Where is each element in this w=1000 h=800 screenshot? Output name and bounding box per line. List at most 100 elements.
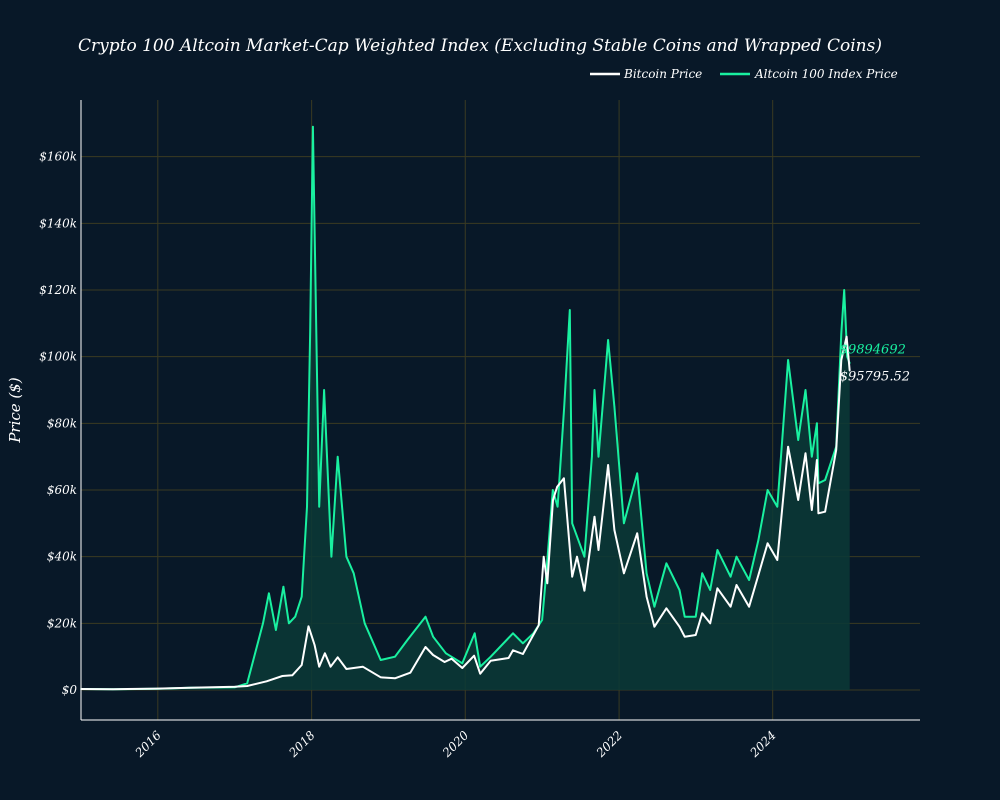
altcoin-end-label: $9894692 bbox=[840, 342, 906, 357]
bitcoin-point-68 bbox=[817, 512, 820, 515]
bitcoin-point-58 bbox=[735, 584, 738, 586]
x-tick-label-0: 2016 bbox=[132, 728, 164, 760]
chart-title: Crypto 100 Altcoin Market-Cap Weighted I… bbox=[78, 36, 882, 56]
bitcoin-point-34 bbox=[542, 555, 545, 558]
altcoin-point-6 bbox=[262, 622, 264, 625]
altcoin-point-7 bbox=[268, 592, 270, 595]
bitcoin-point-55 bbox=[709, 622, 711, 625]
bitcoin-point-24 bbox=[450, 657, 453, 660]
bitcoin-point-7 bbox=[281, 675, 284, 677]
bitcoin-point-71 bbox=[840, 359, 843, 361]
x-tick-label-4: 2024 bbox=[747, 728, 779, 760]
altcoin-point-54 bbox=[665, 562, 668, 565]
series-layer bbox=[80, 125, 851, 691]
bitcoin-point-3 bbox=[189, 687, 191, 689]
altcoin-point-44 bbox=[583, 555, 586, 558]
bitcoin-point-72 bbox=[845, 335, 848, 338]
bitcoin-point-2 bbox=[157, 687, 159, 690]
bitcoin-point-35 bbox=[546, 582, 549, 585]
altcoin-point-40 bbox=[556, 505, 559, 508]
bitcoin-point-8 bbox=[291, 674, 294, 677]
bitcoin-point-36 bbox=[552, 499, 554, 501]
bitcoin-end-label: $95795.52 bbox=[840, 370, 910, 385]
bitcoin-point-47 bbox=[636, 532, 638, 535]
altcoin-point-71 bbox=[816, 422, 818, 425]
altcoin-point-60 bbox=[716, 549, 719, 551]
altcoin-point-31 bbox=[473, 632, 476, 635]
bitcoin-price-line bbox=[80, 335, 851, 691]
altcoin-point-47 bbox=[597, 455, 600, 458]
bitcoin-point-48 bbox=[645, 595, 648, 598]
altcoin-point-61 bbox=[729, 575, 732, 578]
bitcoin-point-41 bbox=[583, 589, 586, 592]
bitcoin-point-61 bbox=[766, 542, 769, 545]
altcoin-point-53 bbox=[653, 605, 656, 608]
bitcoin-point-67 bbox=[816, 459, 818, 461]
altcoin-point-52 bbox=[645, 572, 648, 575]
legend-label-altcoin: Altcoin 100 Index Price bbox=[754, 67, 898, 81]
y-tick-label-4: $80k bbox=[47, 416, 77, 430]
bitcoin-point-23 bbox=[443, 661, 446, 663]
bitcoin-point-9 bbox=[300, 664, 303, 666]
bitcoin-point-42 bbox=[593, 515, 596, 518]
legend-item-altcoin[interactable]: Altcoin 100 Index Price bbox=[720, 67, 898, 81]
legend-item-bitcoin[interactable]: Bitcoin Price bbox=[590, 67, 702, 81]
altcoin-point-23 bbox=[363, 622, 366, 625]
x-tick-label-2: 2020 bbox=[439, 728, 471, 760]
bitcoin-point-18 bbox=[379, 676, 382, 679]
altcoin-point-19 bbox=[330, 555, 333, 558]
bitcoin-point-56 bbox=[716, 587, 719, 590]
altcoin-point-75 bbox=[840, 332, 843, 335]
altcoin-point-73 bbox=[824, 479, 826, 481]
altcoin-point-39 bbox=[552, 489, 554, 491]
bitcoin-point-57 bbox=[729, 605, 732, 608]
bitcoin-point-40 bbox=[576, 555, 578, 558]
bitcoin-point-73 bbox=[848, 369, 851, 372]
x-tick-label-1: 2018 bbox=[286, 728, 318, 760]
bitcoin-point-37 bbox=[556, 485, 558, 488]
end-labels: $9894692 $95795.52 bbox=[840, 342, 910, 384]
bitcoin-point-28 bbox=[489, 659, 492, 662]
bitcoin-point-22 bbox=[432, 654, 434, 656]
bitcoin-point-19 bbox=[394, 677, 396, 680]
altcoin-point-28 bbox=[432, 635, 434, 638]
bitcoin-point-4 bbox=[234, 685, 236, 688]
bitcoin-point-38 bbox=[563, 477, 565, 480]
bitcoin-point-29 bbox=[507, 657, 510, 659]
altcoin-point-18 bbox=[323, 389, 325, 391]
bitcoin-point-50 bbox=[665, 607, 668, 610]
bitcoin-point-30 bbox=[512, 649, 514, 652]
bitcoin-point-70 bbox=[835, 449, 837, 451]
altcoin-point-43 bbox=[571, 522, 573, 525]
bitcoin-point-32 bbox=[531, 635, 534, 638]
altcoin-area-fill bbox=[81, 126, 850, 690]
bitcoin-point-5 bbox=[246, 685, 248, 687]
altcoin-point-8 bbox=[275, 629, 277, 631]
bitcoin-point-45 bbox=[613, 529, 616, 531]
bitcoin-point-27 bbox=[479, 672, 482, 675]
bitcoin-point-66 bbox=[811, 509, 813, 511]
bitcoin-point-39 bbox=[571, 575, 573, 578]
bitcoin-point-12 bbox=[318, 665, 321, 668]
bitcoin-point-25 bbox=[461, 667, 464, 669]
altcoin-point-29 bbox=[445, 652, 447, 655]
bitcoin-point-31 bbox=[522, 653, 524, 655]
x-tick-labels: 2016 2018 2020 2022 2024 bbox=[132, 728, 779, 760]
legend-label-bitcoin: Bitcoin Price bbox=[623, 67, 702, 81]
altcoin-point-37 bbox=[541, 619, 543, 621]
altcoin-point-9 bbox=[282, 585, 285, 588]
altcoin-point-42 bbox=[569, 309, 571, 311]
bitcoin-point-52 bbox=[683, 635, 686, 638]
bitcoin-point-44 bbox=[607, 464, 609, 466]
altcoin-point-5 bbox=[246, 682, 248, 685]
y-tick-labels: $0 $20k $40k $60k $80k $100k $120k $140k $160k bbox=[39, 150, 77, 697]
bitcoin-point-21 bbox=[424, 646, 427, 648]
altcoin-point-22 bbox=[352, 572, 355, 575]
altcoin-point-65 bbox=[766, 489, 769, 491]
altcoin-point-32 bbox=[479, 665, 482, 668]
y-tick-label-8: $160k bbox=[39, 150, 77, 164]
bitcoin-point-69 bbox=[824, 510, 826, 513]
bitcoin-point-14 bbox=[329, 665, 332, 668]
altcoin-point-51 bbox=[636, 472, 638, 475]
